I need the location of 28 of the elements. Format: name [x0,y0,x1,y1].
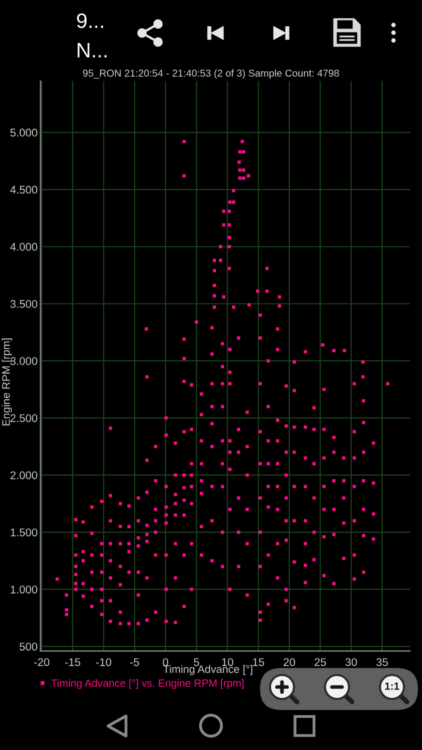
y-tick-label: 4.500 [10,186,38,194]
x-tick-label: -10 [96,658,112,666]
y-tick-label: 1.500 [10,528,38,536]
x-axis-title: Timing Advance [°] [163,665,252,676]
y-tick-label: 5.000 [10,128,38,137]
y-tick-label: 3.000 [10,357,38,365]
y-tick-label: 4.000 [10,242,38,251]
x-tick-label: 5 [194,658,200,666]
y-tick-label: 2.500 [10,414,38,422]
x-tick-label: -15 [65,658,80,666]
x-tick-label: -20 [34,658,50,666]
x-tick-label: -5 [130,658,140,666]
legend-label: Timing Advance [°] vs. Engine RPM [rpm] [51,679,244,689]
text: N... [78,43,107,58]
x-tick-label: 20 [284,658,296,666]
y-axis-title: Engine RPM [rpm] [2,338,12,426]
x-tick-label: 25 [314,658,326,666]
x-tick-label: 35 [376,658,388,666]
text: 1:1 [385,682,400,690]
x-tick-label: 15 [253,658,264,666]
x-tick-label: 30 [345,658,357,666]
y-tick-label: 2.000 [10,471,38,480]
chart-title: 95_RON 21:20:54 - 21:40:53 (2 of 3) Sample Count: 4798 [83,69,339,79]
y-tick-label: 1.000 [10,586,38,594]
text: 9... [76,13,104,28]
x-tick-label: 10 [222,658,234,666]
y-tick-label: 500 [20,642,38,651]
y-tick-label: 3.500 [10,300,38,308]
